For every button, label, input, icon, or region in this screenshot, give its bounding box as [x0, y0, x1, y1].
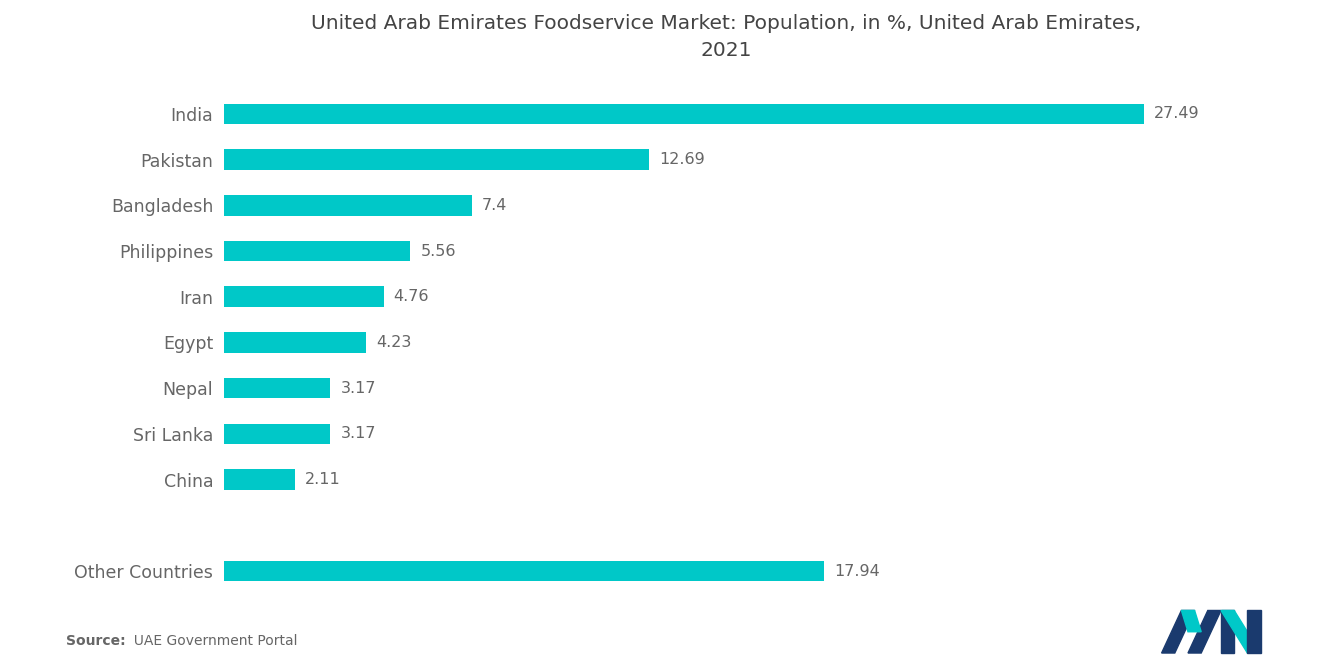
Polygon shape [1188, 610, 1221, 653]
Bar [224, 195, 471, 215]
Text: 17.94: 17.94 [834, 563, 880, 579]
Text: 12.69: 12.69 [659, 152, 705, 167]
Bar [224, 332, 366, 352]
Bar [224, 469, 294, 490]
Text: 7.4: 7.4 [482, 198, 507, 213]
Bar [224, 241, 411, 261]
Text: 4.23: 4.23 [376, 335, 412, 350]
Text: UAE Government Portal: UAE Government Portal [125, 634, 298, 648]
Polygon shape [1162, 610, 1195, 653]
Bar [224, 150, 648, 170]
Polygon shape [1247, 610, 1261, 653]
Bar [224, 104, 1143, 124]
Bar [224, 287, 384, 307]
Bar [224, 561, 824, 581]
Polygon shape [1221, 610, 1261, 653]
Text: Source:: Source: [66, 634, 125, 648]
Text: 5.56: 5.56 [420, 243, 455, 259]
Text: 3.17: 3.17 [341, 426, 376, 442]
Text: 3.17: 3.17 [341, 380, 376, 396]
Polygon shape [1181, 610, 1201, 632]
Bar [224, 424, 330, 444]
Bar [224, 378, 330, 398]
Text: 2.11: 2.11 [305, 472, 341, 487]
Polygon shape [1221, 610, 1234, 653]
Title: United Arab Emirates Foodservice Market: Population, in %, United Arab Emirates,: United Arab Emirates Foodservice Market:… [310, 15, 1142, 60]
Text: 4.76: 4.76 [393, 289, 429, 305]
Text: 27.49: 27.49 [1154, 106, 1200, 122]
